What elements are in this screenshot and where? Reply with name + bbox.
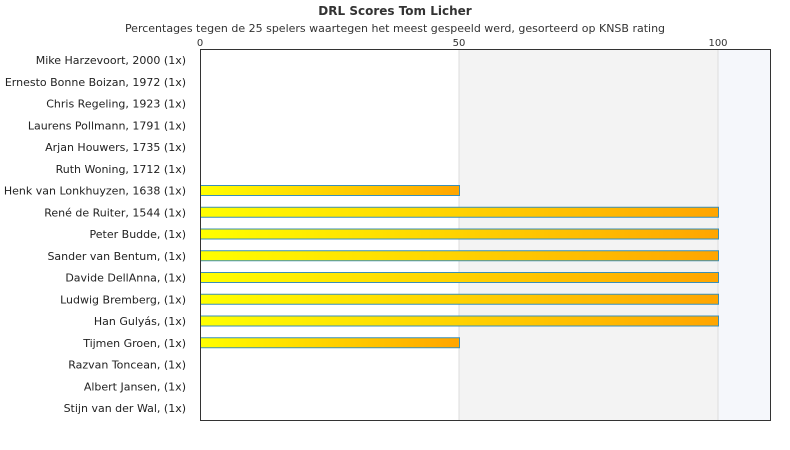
chart-title: DRL Scores Tom Licher xyxy=(318,4,472,18)
category-label: Arjan Houwers, 1735 (1x) xyxy=(45,141,186,154)
category-label: Tijmen Groen, (1x) xyxy=(82,337,186,350)
category-label: Razvan Toncean, (1x) xyxy=(68,359,186,372)
bar xyxy=(200,293,719,305)
x-tick-label: 0 xyxy=(197,38,203,49)
bar xyxy=(200,250,719,262)
bar xyxy=(200,315,719,327)
plot-area xyxy=(200,49,771,421)
category-label: Davide DellAnna, (1x) xyxy=(65,272,186,285)
category-label: Stijn van der Wal, (1x) xyxy=(64,402,186,415)
x-tick-label: 50 xyxy=(453,38,466,49)
x-tick-label: 100 xyxy=(708,38,727,49)
category-label: Sander van Bentum, (1x) xyxy=(47,250,186,263)
bar xyxy=(200,272,719,283)
category-label: Peter Budde, (1x) xyxy=(90,228,186,241)
category-label: Ludwig Bremberg, (1x) xyxy=(60,293,186,306)
category-label: René de Ruiter, 1544 (1x) xyxy=(44,206,186,219)
category-label: Mike Harzevoort, 2000 (1x) xyxy=(36,54,186,67)
category-label: Ernesto Bonne Boizan, 1972 (1x) xyxy=(5,76,186,89)
chart-subtitle: Percentages tegen de 25 spelers waartege… xyxy=(124,22,666,35)
category-label: Han Gulyás, (1x) xyxy=(94,315,186,328)
bar xyxy=(200,228,719,240)
category-label: Henk van Lonkhuyzen, 1638 (1x) xyxy=(4,185,186,198)
category-label: Chris Regeling, 1923 (1x) xyxy=(46,98,186,111)
category-label: Laurens Pollmann, 1791 (1x) xyxy=(28,119,186,132)
bar xyxy=(200,185,460,196)
bar xyxy=(200,337,460,349)
category-label: Albert Jansen, (1x) xyxy=(84,380,186,393)
category-label: Ruth Woning, 1712 (1x) xyxy=(56,163,186,176)
band-100-plus xyxy=(718,49,770,420)
bar xyxy=(200,206,719,218)
